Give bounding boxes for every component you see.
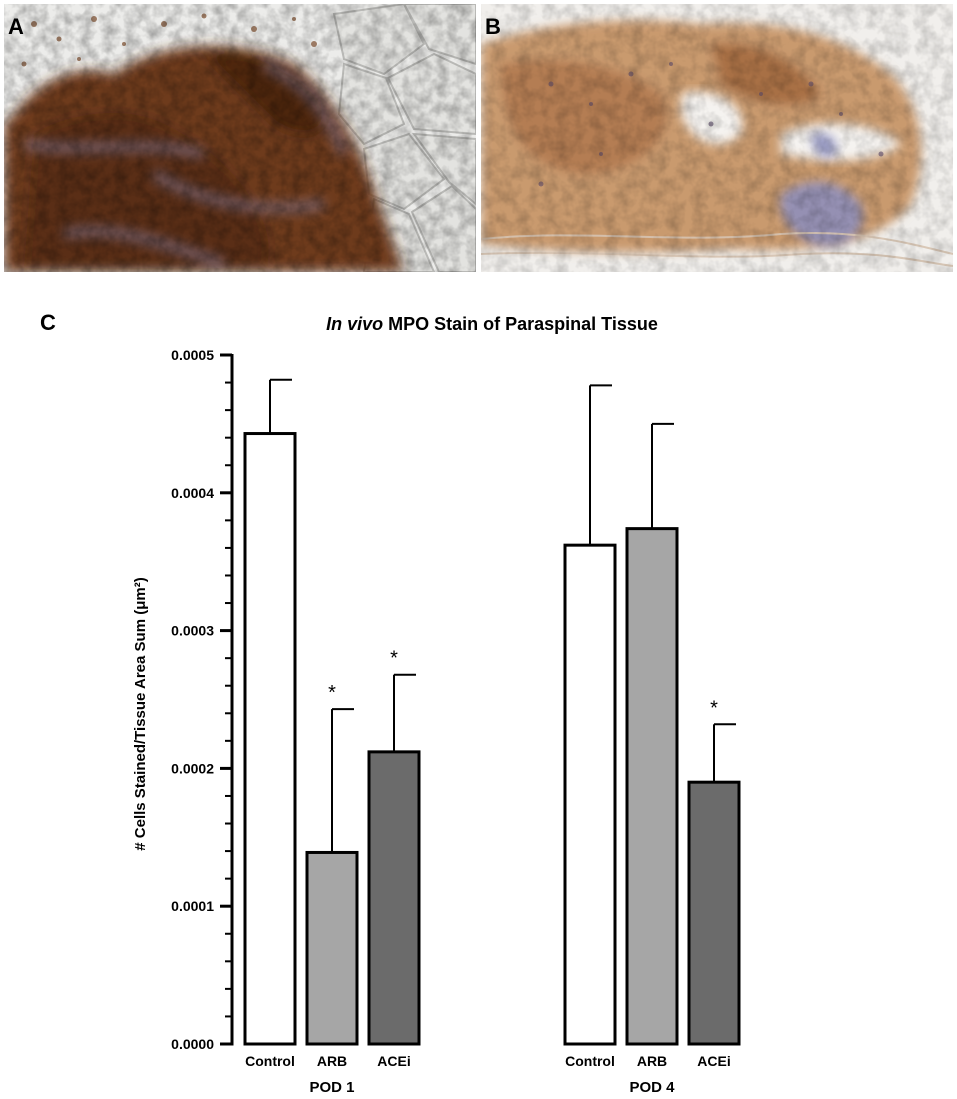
significance-marker: *: [328, 682, 336, 704]
panel-c-label: C: [40, 310, 56, 335]
x-tick-label: Control: [565, 1053, 615, 1069]
bar-pod1-acei: [367, 750, 421, 1046]
y-tick-label: 0.0001: [171, 898, 214, 914]
bar-pod1-control: [243, 432, 297, 1046]
y-tick-label: 0.0005: [171, 347, 214, 363]
micrograph-panel-b: B: [481, 4, 953, 272]
x-tick-label: ARB: [317, 1053, 347, 1069]
y-tick-label: 0.0002: [171, 760, 214, 776]
bar-pod4-control: [563, 543, 617, 1046]
chart-title-italic: In vivo: [326, 314, 383, 334]
panel-b-label: B: [485, 14, 501, 39]
micrograph-b-image: [481, 4, 953, 272]
y-axis-label: # Cells Stained/Tissue Area Sum (μm²): [132, 577, 149, 850]
bar-pod1-arb: [305, 850, 359, 1046]
x-tick-label: ACEi: [377, 1053, 410, 1069]
mpo-bar-chart: C In vivo MPO Stain of Paraspinal Tissue…: [40, 310, 741, 1096]
x-tick-label: ACEi: [697, 1053, 730, 1069]
bar-pod4-acei: [687, 780, 741, 1046]
y-tick-label: 0.0004: [171, 485, 214, 501]
bar-pod4-arb: [625, 527, 679, 1046]
x-tick-label: Control: [245, 1053, 295, 1069]
plot-area: 0.0000 0.0001 0.0002 0.0003 0.0004 0.0005 Cont…: [171, 347, 741, 1096]
significance-marker: *: [710, 697, 718, 719]
micrograph-panel-a: A: [4, 4, 476, 272]
x-tick-label: ARB: [637, 1053, 667, 1069]
y-tick-label: 0.0000: [171, 1036, 214, 1052]
panel-a-label: A: [8, 14, 24, 39]
group-label: POD 4: [629, 1079, 675, 1096]
group-label: POD 1: [309, 1079, 354, 1096]
micrograph-a-image: [4, 4, 476, 272]
chart-title: In vivo MPO Stain of Paraspinal Tissue: [326, 314, 658, 334]
significance-marker: *: [390, 648, 398, 670]
chart-title-rest: MPO Stain of Paraspinal Tissue: [383, 314, 658, 334]
y-tick-label: 0.0003: [171, 623, 214, 639]
